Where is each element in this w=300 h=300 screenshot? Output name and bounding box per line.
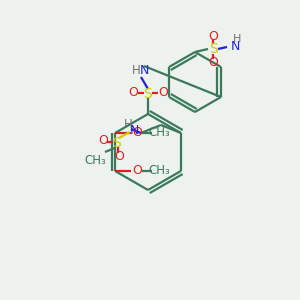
Text: O: O: [208, 29, 218, 43]
Text: H: H: [233, 34, 241, 44]
Text: H: H: [132, 64, 140, 76]
Text: CH₃: CH₃: [84, 154, 106, 167]
Text: O: O: [114, 151, 124, 164]
Text: O: O: [132, 127, 142, 140]
Text: O: O: [208, 56, 218, 68]
Text: S: S: [112, 136, 121, 150]
Text: O: O: [128, 86, 138, 100]
Text: S: S: [208, 42, 217, 56]
Text: N: N: [231, 40, 240, 53]
Text: CH₃: CH₃: [148, 164, 170, 178]
Text: O: O: [158, 86, 168, 100]
Text: CH₃: CH₃: [148, 127, 170, 140]
Text: N: N: [139, 64, 149, 76]
Text: S: S: [144, 87, 152, 101]
Text: H: H: [124, 118, 132, 130]
Text: O: O: [132, 164, 142, 178]
Text: N: N: [130, 124, 140, 136]
Text: O: O: [98, 134, 108, 148]
